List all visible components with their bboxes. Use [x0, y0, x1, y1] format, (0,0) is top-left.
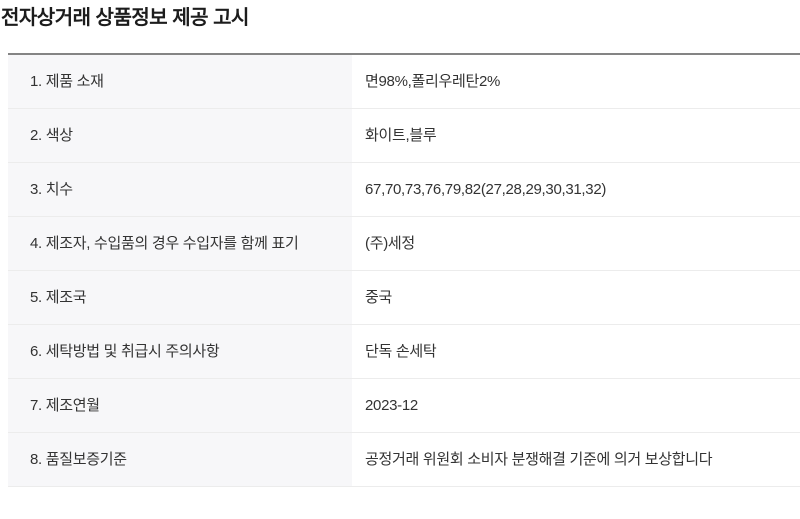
row-label: 6. 세탁방법 및 취급시 주의사항	[8, 325, 352, 378]
row-value: 공정거래 위원회 소비자 분쟁해결 기준에 의거 보상합니다	[352, 433, 800, 486]
row-value: 단독 손세탁	[352, 325, 800, 378]
row-label: 1. 제품 소재	[8, 55, 352, 108]
table-row: 5. 제조국 중국	[8, 271, 800, 325]
table-row: 1. 제품 소재 면98%,폴리우레탄2%	[8, 55, 800, 109]
table-row: 8. 품질보증기준 공정거래 위원회 소비자 분쟁해결 기준에 의거 보상합니다	[8, 433, 800, 487]
row-label: 4. 제조자, 수입품의 경우 수입자를 함께 표기	[8, 217, 352, 270]
row-label: 2. 색상	[8, 109, 352, 162]
row-value: 중국	[352, 271, 800, 324]
row-value: 67,70,73,76,79,82(27,28,29,30,31,32)	[352, 163, 800, 216]
table-row: 7. 제조연월 2023-12	[8, 379, 800, 433]
row-value: 면98%,폴리우레탄2%	[352, 55, 800, 108]
table-row: 2. 색상 화이트,블루	[8, 109, 800, 163]
row-label: 8. 품질보증기준	[8, 433, 352, 486]
row-label: 3. 치수	[8, 163, 352, 216]
row-value: 2023-12	[352, 379, 800, 432]
row-value: (주)세정	[352, 217, 800, 270]
row-label: 5. 제조국	[8, 271, 352, 324]
table-row: 3. 치수 67,70,73,76,79,82(27,28,29,30,31,3…	[8, 163, 800, 217]
table-row: 4. 제조자, 수입품의 경우 수입자를 함께 표기 (주)세정	[8, 217, 800, 271]
page-title: 전자상거래 상품정보 제공 고시	[1, 7, 249, 29]
row-value: 화이트,블루	[352, 109, 800, 162]
product-info-table: 1. 제품 소재 면98%,폴리우레탄2% 2. 색상 화이트,블루 3. 치수…	[8, 53, 800, 487]
row-label: 7. 제조연월	[8, 379, 352, 432]
table-row: 6. 세탁방법 및 취급시 주의사항 단독 손세탁	[8, 325, 800, 379]
